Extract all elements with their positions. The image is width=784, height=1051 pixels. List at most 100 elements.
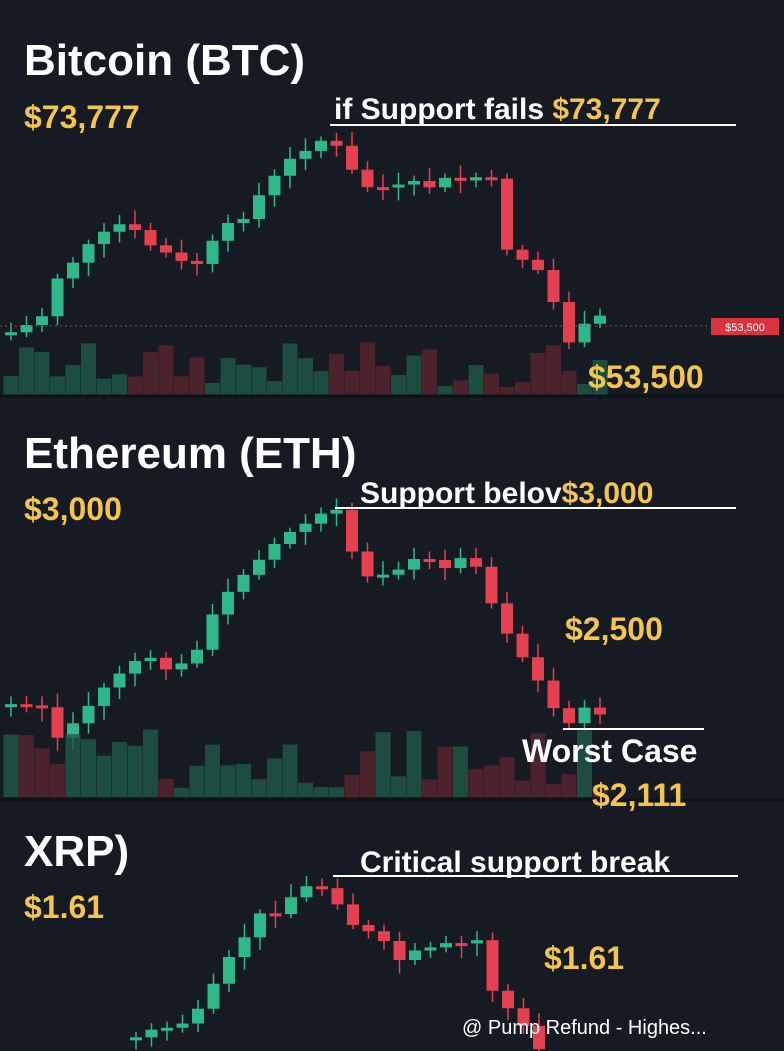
volume-bar — [437, 746, 453, 797]
volume-bar — [220, 357, 236, 395]
volume-bar — [484, 373, 499, 395]
target: $2,500 — [565, 611, 663, 647]
candle — [160, 657, 172, 670]
volume-bar — [406, 355, 422, 395]
candle — [82, 705, 95, 724]
panel-price: $1.61 — [24, 889, 104, 925]
candle — [161, 1027, 173, 1031]
candle — [237, 574, 250, 592]
price-tag: $53,500 — [725, 322, 765, 334]
candle — [191, 649, 203, 664]
volume-bar — [375, 365, 391, 395]
volume-bar — [251, 779, 267, 797]
candle — [547, 680, 560, 709]
volume-bar — [189, 357, 205, 395]
candle — [377, 574, 389, 578]
volume-bar — [174, 376, 189, 395]
headline-text: if Support fails — [334, 93, 544, 126]
candle — [176, 1023, 189, 1028]
volume-bar — [189, 765, 205, 797]
volume-bar — [499, 386, 515, 395]
volume-bar — [313, 370, 329, 395]
volume-bar — [50, 376, 65, 395]
price-tag-box — [711, 318, 779, 335]
candle — [563, 302, 575, 343]
volume-bar — [592, 785, 608, 797]
candle — [129, 661, 141, 674]
volume-bar — [267, 758, 282, 797]
candle — [347, 904, 359, 925]
candle — [51, 707, 64, 738]
candle — [175, 663, 188, 670]
headline: if Support fails $73,777 — [334, 93, 661, 126]
candle — [5, 704, 17, 708]
candle — [253, 195, 265, 220]
volume-bar — [484, 765, 499, 797]
volume-bar — [34, 748, 50, 797]
volume-bar — [174, 787, 189, 797]
headline-text: Support belov — [360, 477, 562, 510]
candle — [192, 1008, 204, 1024]
candle — [532, 657, 544, 681]
volume-bar — [329, 787, 344, 797]
candle — [253, 559, 265, 575]
volume-bar — [391, 776, 406, 797]
candle — [471, 940, 483, 944]
candle — [20, 324, 33, 333]
candle — [361, 169, 374, 188]
candle — [206, 240, 219, 264]
candle — [207, 983, 220, 1009]
volume-bar — [158, 345, 174, 395]
volume-bar — [344, 370, 360, 395]
volume-bar — [19, 735, 34, 797]
candle — [51, 278, 64, 317]
candle — [237, 219, 250, 223]
volume-bar — [81, 343, 96, 395]
volume-bar — [158, 778, 174, 797]
candle — [517, 1008, 530, 1026]
candle — [408, 559, 420, 570]
candle — [547, 270, 560, 303]
volume-bar — [360, 751, 375, 797]
watermark: @ Pump Refund - Highes... — [462, 1017, 707, 1039]
volume-bar — [205, 744, 220, 797]
candle — [392, 184, 405, 188]
headline: Support belov$3,000 — [360, 477, 653, 510]
candle — [238, 937, 251, 958]
candle — [316, 886, 328, 890]
candle — [144, 657, 157, 662]
volume-bar — [422, 779, 437, 797]
candle — [98, 687, 110, 706]
candle — [486, 940, 499, 991]
target: $53,500 — [588, 359, 704, 395]
volume-bar — [515, 382, 530, 395]
volume-bar — [453, 380, 468, 395]
candle — [254, 913, 266, 938]
volume-bar — [127, 745, 143, 797]
volume-bar — [515, 780, 530, 797]
candle — [424, 947, 437, 951]
candle — [191, 260, 203, 264]
candle — [315, 513, 327, 524]
candle — [594, 315, 606, 324]
candle — [113, 224, 126, 232]
volume-bar — [546, 783, 561, 797]
volume-bar — [96, 378, 112, 395]
panel-price: $73,777 — [24, 99, 140, 135]
candle — [145, 1029, 158, 1038]
candle — [285, 897, 297, 915]
candle — [331, 888, 344, 905]
candle — [377, 187, 389, 191]
candle — [144, 230, 157, 246]
panel-title: Bitcoin (BTC) — [24, 36, 305, 85]
volume-bar — [205, 382, 220, 395]
candle — [470, 177, 482, 181]
volume-bar — [112, 374, 127, 395]
panel-title: Ethereum (ETH) — [24, 429, 356, 478]
candle — [392, 569, 405, 575]
volume-bar — [406, 731, 422, 797]
candle — [299, 150, 312, 159]
candle — [36, 316, 48, 325]
candle — [113, 673, 126, 688]
